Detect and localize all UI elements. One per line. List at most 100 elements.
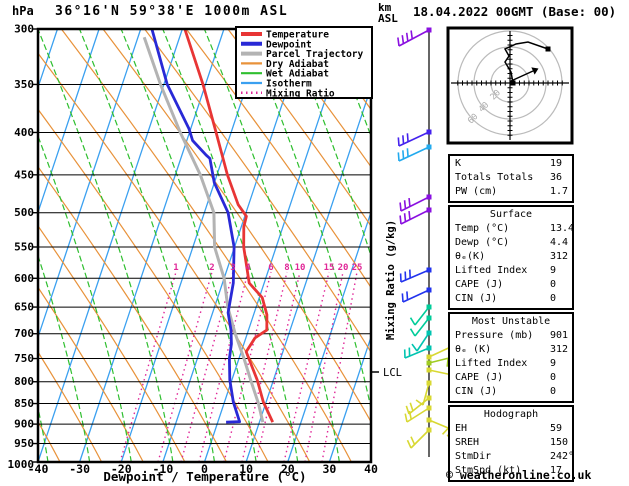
legend-item-label: Mixing Ratio <box>266 88 335 99</box>
index-value: 0 <box>550 279 557 290</box>
temperature-tick-label: -40 <box>28 462 49 476</box>
wind-barb-feather <box>408 197 411 207</box>
dry-adiabat-line <box>38 165 228 462</box>
storm-motion-arrow <box>510 70 534 82</box>
mixing-ratio-line <box>157 271 213 462</box>
index-row: K 19 <box>450 157 572 171</box>
wind-barb-feather <box>401 35 405 44</box>
wind-barb <box>411 330 432 352</box>
temperature-tick-label: 0 <box>201 462 208 476</box>
wind-barb-feather <box>408 410 413 420</box>
pressure-tick-label: 700 <box>14 327 34 340</box>
index-label: θₑ(K) <box>455 251 486 262</box>
wind-barb-staff <box>406 407 430 423</box>
wind-barb-feather <box>403 213 407 222</box>
altitude-unit-asl: ASL <box>378 12 398 25</box>
index-value: 59 <box>550 423 563 434</box>
wind-barb-feather <box>399 215 402 225</box>
index-row: StmDir 242° <box>450 450 574 464</box>
mixing-ratio-line <box>304 271 344 462</box>
wind-barb-feather <box>402 150 405 159</box>
wind-barb <box>405 395 432 415</box>
indices-section: Hodograph EH 59 SREH 150 StmDir 242° StmSpd (kt… <box>448 405 574 482</box>
isotherm-line <box>38 29 183 462</box>
index-row: θₑ(K) 312 <box>450 250 572 264</box>
wind-barb-feather <box>402 135 405 144</box>
temperature-curve <box>183 29 274 423</box>
legend-item-label: Dewpoint <box>266 39 312 50</box>
index-value: 312 <box>550 251 569 262</box>
temperature-tick-label: 40 <box>364 462 378 476</box>
index-label: CIN (J) <box>455 293 498 304</box>
dry-adiabat-line <box>102 29 371 424</box>
pressure-tick-label: 400 <box>14 126 34 139</box>
indices-section-title: Hodograph <box>483 409 539 420</box>
wind-barb-feather <box>406 148 409 157</box>
isotherm-line <box>328 335 371 462</box>
index-label: StmSpd (kt) <box>455 465 522 476</box>
mixing-ratio-value-label: 4 <box>245 263 251 273</box>
wind-barb <box>409 315 432 337</box>
index-row: CAPE (J) 0 <box>450 278 572 292</box>
temperature-tick-label: -20 <box>111 462 132 476</box>
mixing-ratio-value-label: 3 <box>230 263 235 273</box>
mixing-ratio-line <box>321 271 358 462</box>
wind-barb-staff <box>408 397 430 415</box>
datetime-title: 18.04.2022 00GMT (Base: 00) <box>413 4 617 19</box>
dry-adiabat-line <box>38 350 103 462</box>
altitude-unit-km: km <box>378 1 392 14</box>
index-row: Temp (°C) 13.4 <box>450 222 574 236</box>
wind-barb-feather <box>406 133 409 142</box>
legend-item-label: Isotherm <box>266 79 312 90</box>
index-row: Lifted Index 9 <box>450 357 572 371</box>
index-row: EH 59 <box>450 422 572 436</box>
index-label: SREH <box>455 437 480 448</box>
wind-barb-feather <box>446 358 449 367</box>
wind-barb-feather <box>397 37 400 47</box>
indices-section: Surface Temp (°C) 13.4 Dewp (°C) 4.4 θₑ(K) 312… <box>448 205 574 310</box>
dry-adiabat-line <box>38 286 144 462</box>
mixing-ratio-value-label: 10 <box>295 263 306 273</box>
index-label: CAPE (J) <box>455 279 504 290</box>
wet-adiabat-line <box>203 29 340 462</box>
index-label: Lifted Index <box>455 358 528 369</box>
index-row: CAPE (J) 0 <box>450 371 572 385</box>
x-axis-title: Dewpoint / Temperature (°C) <box>103 469 306 484</box>
wind-barb-feather <box>405 405 410 415</box>
indices-section: Most Unstable Pressure (mb) 901 θₑ (K) 312 Li… <box>448 312 574 403</box>
index-value: 0 <box>550 372 557 383</box>
index-value: 17 <box>550 465 563 476</box>
index-label: PW (cm) <box>455 186 498 197</box>
index-value: 19 <box>550 158 563 169</box>
mixing-ratio-line <box>283 271 330 462</box>
dry-adiabat-line <box>38 108 269 462</box>
wind-barb-feather <box>410 436 416 445</box>
temperature-tick-label: 20 <box>281 462 295 476</box>
legend-item-label: Parcel Trajectory <box>266 49 364 60</box>
index-label: Totals Totals <box>455 172 534 183</box>
index-label: Temp (°C) <box>455 223 510 234</box>
index-row: PW (cm) 1.7 <box>450 185 572 199</box>
hodograph-trace-start-marker <box>510 80 516 86</box>
legend-item-label: Temperature <box>266 30 329 41</box>
mixing-ratio-value-label: 6 <box>268 263 273 273</box>
legend-item-label: Wet Adiabat <box>266 69 329 80</box>
wet-adiabat-line <box>120 29 257 462</box>
wind-barb <box>403 345 432 359</box>
temperature-tick-label: 10 <box>239 462 253 476</box>
wind-barb-feather <box>411 343 418 352</box>
dry-adiabat-line <box>144 29 371 354</box>
pressure-tick-label: 850 <box>14 397 34 410</box>
wet-adiabat-line <box>0 29 6 462</box>
wet-adiabat-line <box>245 29 371 412</box>
wind-barb <box>399 267 432 283</box>
index-row: Dewp (°C) 4.4 <box>450 236 572 250</box>
index-row: SREH 150 <box>450 436 572 450</box>
index-row: CIN (J) 0 <box>450 292 572 306</box>
indices-section-title: Surface <box>489 209 533 220</box>
index-value: 901 <box>550 330 569 341</box>
dewpoint-curve <box>150 29 242 424</box>
indices-section: K 19 Totals Totals 36 PW (cm) 1.7 <box>448 154 574 203</box>
credit-text: © weatheronline.co.uk <box>446 468 592 482</box>
